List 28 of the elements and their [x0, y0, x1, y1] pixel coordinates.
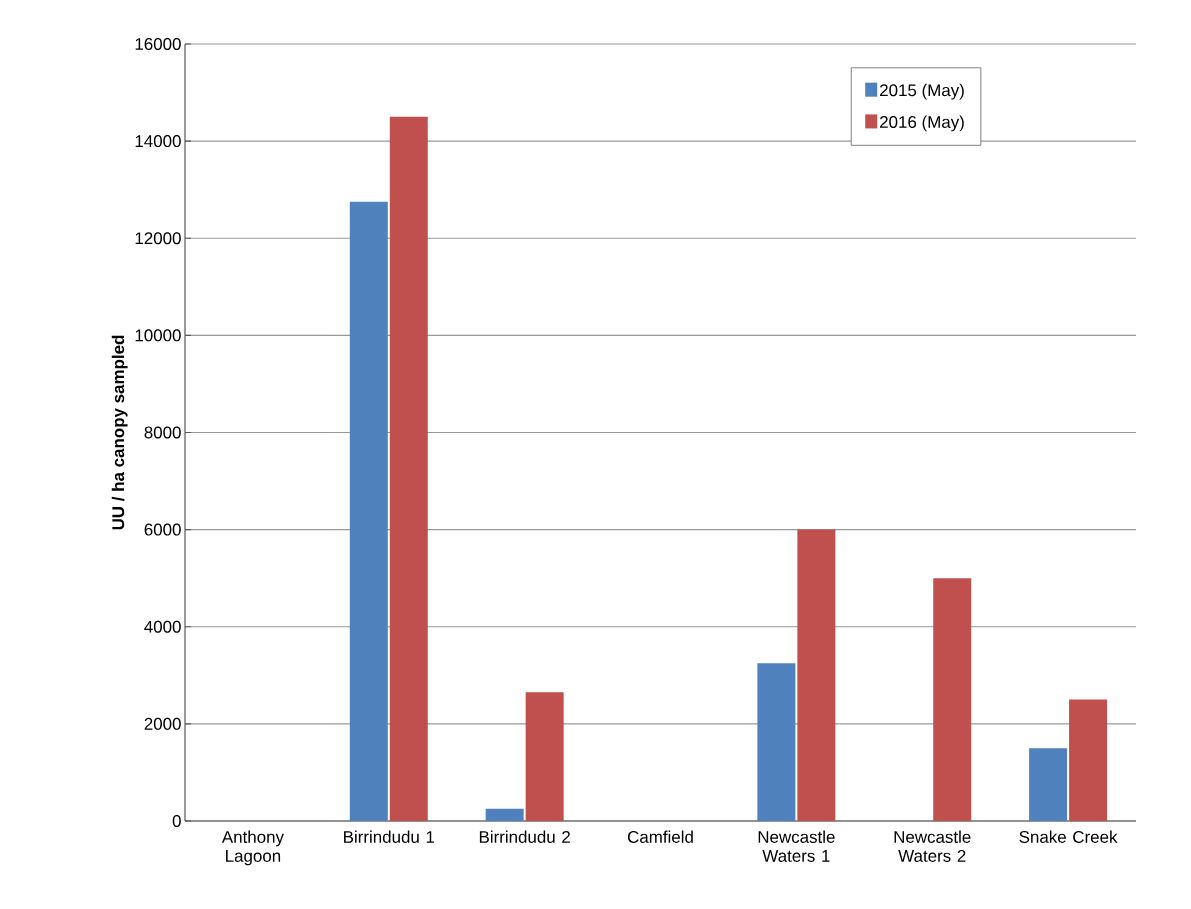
y-tick-label: 14000 [135, 135, 181, 148]
x-tick-label: Snake Creek [1019, 830, 1118, 843]
bar [797, 529, 836, 821]
x-tick-label: Newcastle Waters 1 [758, 830, 835, 862]
x-tick-label: Anthony Lagoon [221, 830, 284, 866]
y-tick-label: 2000 [144, 717, 181, 730]
bar [757, 663, 796, 821]
y-tick-label: 10000 [135, 329, 181, 342]
y-tick-label: 12000 [135, 232, 181, 245]
y-tick-label: 8000 [144, 426, 181, 439]
x-tick-label: Camfield [627, 830, 693, 843]
bar [933, 578, 972, 821]
legend-label: 2015 (May) [880, 83, 964, 100]
x-tick-label: Newcastle Waters 2 [894, 830, 971, 862]
y-tick-label: 16000 [135, 37, 181, 50]
bar [1029, 748, 1068, 821]
bar [485, 808, 524, 821]
bar [389, 116, 428, 821]
y-tick-label: 0 [172, 815, 181, 827]
x-tick-label: Birrindudu 1 [344, 830, 435, 843]
x-tick-label: Birrindudu 2 [479, 830, 570, 843]
bar [525, 692, 564, 821]
y-tick-label: 6000 [144, 523, 181, 536]
legend-label: 2016 (May) [880, 115, 964, 132]
y-axis-title: UU / ha canopy sampled [111, 335, 128, 530]
bar [1069, 699, 1108, 821]
bar [349, 201, 388, 821]
y-tick-label: 4000 [144, 620, 181, 633]
